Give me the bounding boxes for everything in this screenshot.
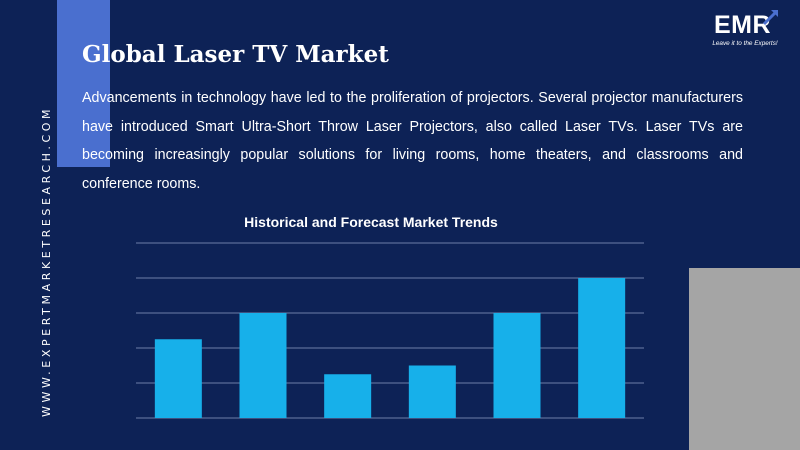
chart-title: Historical and Forecast Market Trends — [244, 214, 498, 230]
chart-bar — [154, 339, 202, 418]
chart-bar — [239, 313, 287, 418]
growth-arrow-icon — [762, 9, 779, 26]
logo-text: EMR — [714, 11, 772, 39]
page-title: Global Laser TV Market — [82, 41, 389, 68]
grey-block — [689, 268, 800, 450]
emr-logo: EMR Leave it to the Experts! — [702, 8, 788, 54]
chart-bar — [578, 278, 626, 418]
chart-bar — [493, 313, 541, 418]
chart-gridlines — [136, 242, 644, 419]
chart-bar — [408, 365, 456, 418]
chart-bar — [324, 374, 372, 418]
chart-bars — [154, 278, 626, 418]
description: Advancements in technology have led to t… — [82, 90, 743, 192]
logo-tagline: Leave it to the Experts! — [712, 40, 778, 47]
accent-block — [57, 0, 110, 167]
